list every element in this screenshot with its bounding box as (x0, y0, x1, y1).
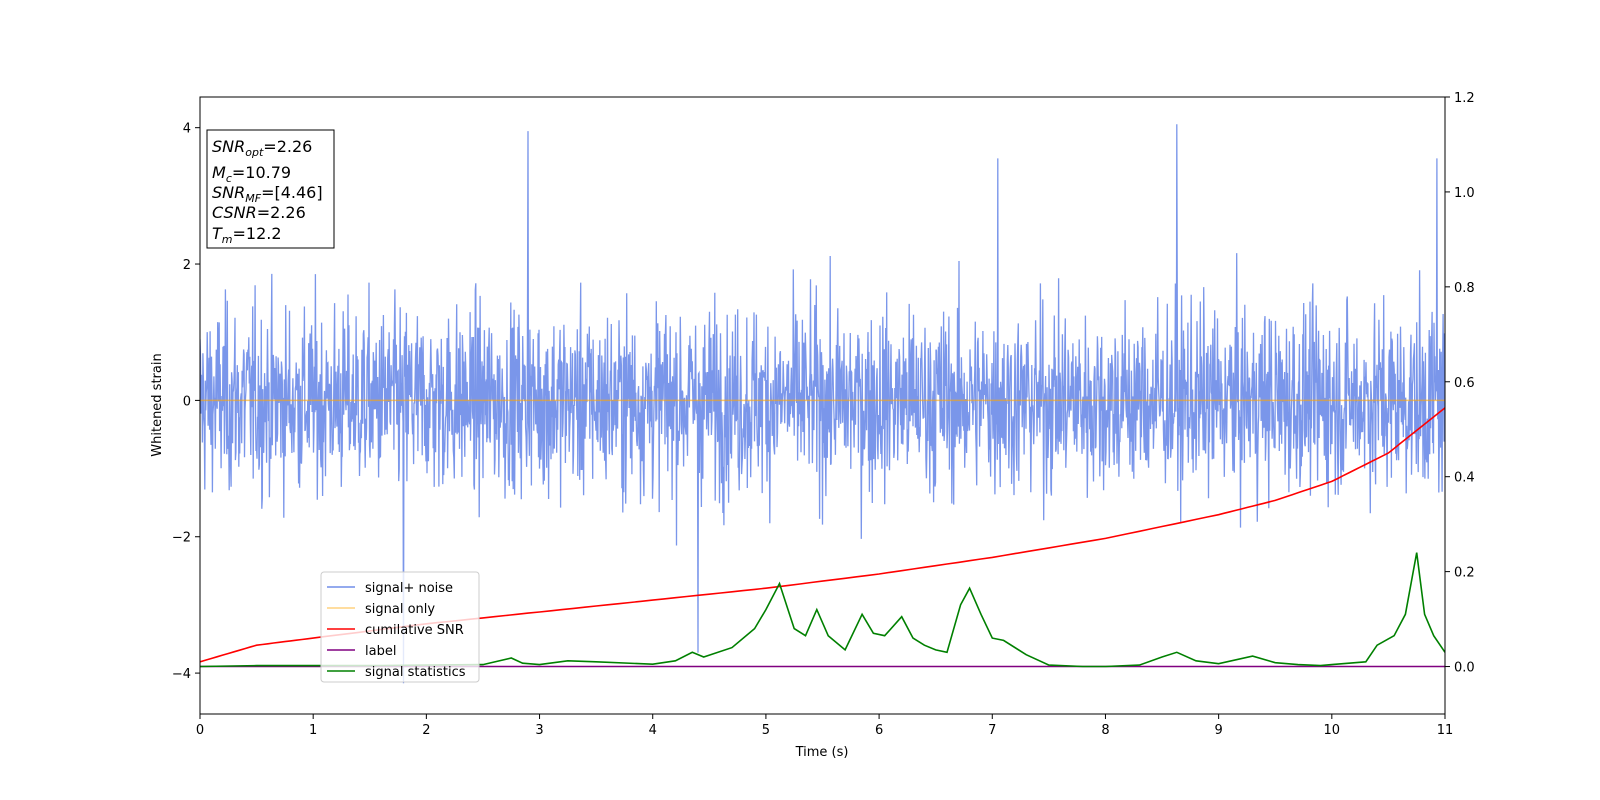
y2-tick-label: 0.6 (1454, 376, 1475, 391)
y-axis-label: Whitened strain (150, 353, 165, 456)
legend-label-signal-statistics: signal statistics (365, 665, 466, 680)
snr-opt-value: =2.26 (263, 137, 312, 156)
x-tick-label: 8 (1101, 723, 1109, 738)
x-tick-label: 10 (1324, 723, 1341, 738)
annotation-snr-mf: SNRMF=[4.46] (212, 183, 323, 205)
y2-tick-label: 0.4 (1454, 471, 1475, 486)
annotation-csnr: CSNR=2.26 (212, 203, 306, 222)
x-tick-label: 4 (649, 723, 657, 738)
legend-label-signal-noise: signal+ noise (365, 581, 453, 596)
y-tick-label: −2 (172, 531, 191, 546)
snr-mf-base: SNR (212, 183, 245, 202)
y2-axis-ticks: 1.2 1.0 0.8 0.6 0.4 0.2 0.0 (1445, 91, 1475, 676)
x-tick-label: 7 (988, 723, 996, 738)
annotation-frame (206, 129, 335, 249)
y2-tick-label: 0.8 (1454, 281, 1475, 296)
series-signal-noise (200, 124, 1445, 684)
legend-frame (320, 571, 480, 683)
legend-entries: signal+ noise signal only cumilative SNR la… (327, 581, 466, 680)
tm-sub: m (222, 233, 233, 246)
y2-tick-label: 1.0 (1454, 186, 1475, 201)
y-axis-ticks: 4 2 0 −2 −4 (172, 122, 200, 682)
y2-tick-label: 0.0 (1454, 661, 1475, 676)
mc-value: =10.79 (232, 163, 291, 182)
y-tick-label: 2 (183, 258, 191, 273)
y2-tick-label: 1.2 (1454, 91, 1475, 106)
csnr-value: =2.26 (257, 203, 306, 222)
annotation-snr-opt: SNRopt=2.26 (212, 137, 312, 159)
plot-frame (199, 96, 1446, 715)
snr-opt-sub: opt (245, 146, 264, 159)
legend-label-signal-only: signal only (365, 602, 435, 617)
legend: signal+ noise signal only cumilative SNR la… (320, 571, 480, 683)
snr-mf-sub: MF (245, 192, 261, 205)
y-tick-label: −4 (172, 667, 191, 682)
x-tick-label: 2 (422, 723, 430, 738)
x-tick-label: 3 (535, 723, 543, 738)
x-tick-label: 11 (1437, 723, 1454, 738)
x-tick-label: 1 (309, 723, 317, 738)
csnr-base: CSNR (212, 203, 257, 222)
annotation-tm: Tm=12.2 (212, 224, 282, 246)
legend-label-label: label (365, 644, 396, 659)
x-axis-ticks: 0 1 2 3 4 5 6 7 8 9 10 11 (196, 714, 1453, 738)
tm-value: =12.2 (233, 224, 282, 243)
series-signal-statistics (200, 552, 1445, 668)
x-tick-label: 9 (1214, 723, 1222, 738)
tm-base: T (212, 224, 223, 243)
x-tick-label: 5 (762, 723, 770, 738)
snr-mf-value: =[4.46] (261, 183, 323, 202)
mc-sub: c (226, 172, 232, 185)
snr-opt-base: SNR (212, 137, 245, 156)
legend-label-cumilative-snr: cumilative SNR (365, 623, 464, 638)
y2-tick-label: 0.2 (1454, 566, 1475, 581)
x-tick-label: 0 (196, 723, 204, 738)
annotation-mc: Mc=10.79 (212, 163, 291, 185)
annotation-box: SNRopt=2.26 Mc=10.79 SNRMF=[4.46] CSNR=2… (206, 129, 335, 249)
y-tick-label: 4 (183, 122, 191, 137)
x-axis-label: Time (s) (795, 745, 849, 760)
y-tick-label: 0 (183, 394, 191, 409)
mc-base: M (212, 163, 226, 182)
x-tick-label: 6 (875, 723, 883, 738)
